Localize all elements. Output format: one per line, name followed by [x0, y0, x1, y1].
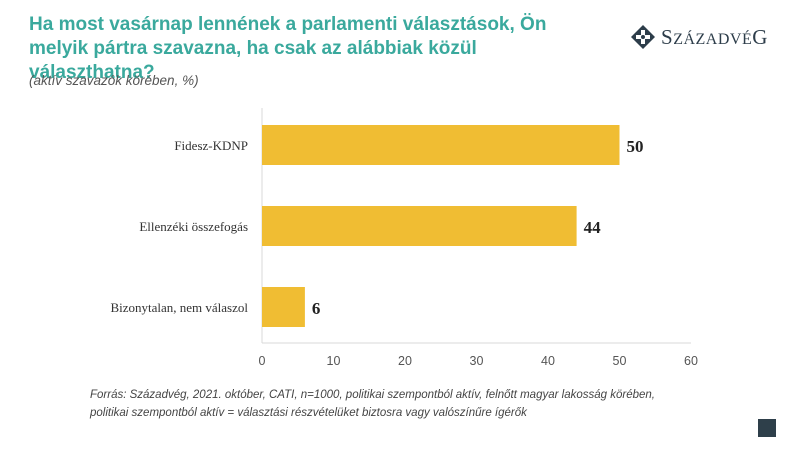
- diamond-logo-icon: [631, 25, 655, 49]
- logo-wordmark: SzázadvéG: [661, 24, 768, 49]
- source-note: Forrás: Századvég, 2021. október, CATI, …: [90, 386, 730, 422]
- data-label: 6: [312, 299, 321, 318]
- x-tick-label: 30: [470, 354, 484, 368]
- data-label: 50: [627, 137, 644, 156]
- x-tick-label: 60: [684, 354, 698, 368]
- x-tick-label: 40: [541, 354, 555, 368]
- data-label: 44: [584, 218, 602, 237]
- source-line-1: Forrás: Századvég, 2021. október, CATI, …: [90, 389, 655, 401]
- category-label: Bizonytalan, nem válaszol: [110, 300, 248, 315]
- bar: [262, 125, 620, 165]
- corner-square: [758, 419, 776, 437]
- chart-subtitle: (aktív szavazók körében, %): [29, 73, 199, 88]
- szazadveg-logo: SzázadvéG: [630, 22, 768, 52]
- x-tick-label: 0: [259, 354, 266, 368]
- bar: [262, 206, 577, 246]
- x-tick-label: 20: [398, 354, 412, 368]
- category-label: Fidesz-KDNP: [174, 138, 248, 153]
- source-line-2: politikai szempontból aktív = választási…: [90, 407, 527, 419]
- bar: [262, 287, 305, 327]
- x-tick-label: 10: [327, 354, 341, 368]
- chart-title: Ha most vasárnap lennének a parlamenti v…: [29, 14, 547, 83]
- x-tick-label: 50: [613, 354, 627, 368]
- category-label: Ellenzéki összefogás: [139, 219, 248, 234]
